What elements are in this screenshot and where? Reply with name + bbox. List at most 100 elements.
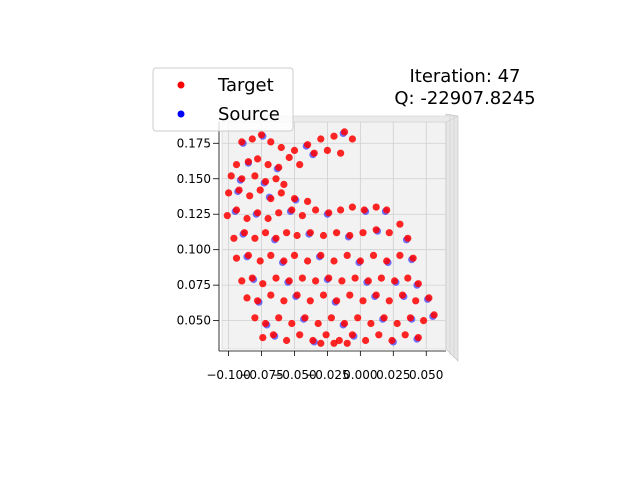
x-tick-label: −0.050 bbox=[272, 368, 316, 382]
point-target bbox=[306, 297, 314, 305]
point-target bbox=[372, 226, 380, 234]
point-target bbox=[420, 317, 428, 325]
y-tick-label: 0.050 bbox=[177, 314, 211, 328]
point-target bbox=[406, 314, 414, 322]
point-target bbox=[290, 251, 299, 259]
point-target bbox=[409, 254, 417, 262]
point-target bbox=[251, 234, 259, 242]
point-target bbox=[283, 229, 291, 237]
point-target bbox=[232, 254, 241, 262]
point-target bbox=[343, 251, 351, 259]
y-tick-label: 0.075 bbox=[177, 278, 211, 292]
point-target bbox=[425, 294, 433, 302]
point-target bbox=[285, 153, 293, 162]
chart-title: Iteration: 47 Q: -22907.8245 bbox=[394, 66, 535, 109]
point-target bbox=[227, 172, 235, 180]
point-target bbox=[383, 257, 391, 265]
point-target bbox=[354, 314, 362, 322]
point-target bbox=[254, 297, 262, 305]
point-target bbox=[356, 257, 364, 265]
point-target bbox=[404, 274, 412, 282]
point-target bbox=[377, 274, 385, 282]
point-target bbox=[337, 149, 345, 157]
x-tick-label: −0.075 bbox=[239, 368, 283, 382]
point-target bbox=[317, 135, 325, 143]
point-target bbox=[232, 206, 241, 214]
point-target bbox=[269, 331, 277, 339]
point-target bbox=[375, 331, 383, 339]
point-target bbox=[348, 135, 356, 143]
point-target bbox=[261, 178, 270, 186]
point-target bbox=[348, 331, 356, 339]
point-target bbox=[288, 319, 296, 328]
point-target bbox=[275, 163, 283, 171]
point-target bbox=[319, 231, 328, 240]
point-target bbox=[298, 212, 306, 220]
axis-spines bbox=[218, 122, 446, 352]
point-target bbox=[225, 189, 233, 197]
point-target bbox=[285, 277, 293, 285]
point-target bbox=[317, 339, 325, 347]
point-target bbox=[259, 334, 267, 342]
point-target bbox=[372, 203, 380, 211]
point-target bbox=[275, 314, 283, 322]
point-target bbox=[304, 257, 312, 265]
point-target bbox=[359, 297, 367, 305]
point-target bbox=[277, 189, 285, 197]
point-target bbox=[248, 135, 256, 143]
title-line-iteration: Iteration: 47 bbox=[409, 66, 520, 87]
point-target bbox=[267, 138, 275, 146]
point-target bbox=[367, 319, 375, 328]
point-target bbox=[293, 291, 301, 299]
point-target bbox=[256, 186, 264, 194]
y-tick-label: 0.150 bbox=[177, 172, 211, 186]
point-target bbox=[401, 331, 409, 339]
point-target bbox=[393, 319, 401, 328]
point-target bbox=[360, 206, 368, 214]
point-target bbox=[396, 251, 404, 259]
x-tick-label: 0.025 bbox=[376, 368, 410, 382]
legend: Target Source bbox=[152, 67, 294, 132]
point-target bbox=[290, 146, 299, 154]
point-target bbox=[261, 319, 270, 328]
point-target bbox=[314, 319, 322, 328]
point-target bbox=[414, 280, 422, 288]
point-target bbox=[296, 331, 304, 339]
point-target bbox=[325, 274, 333, 282]
point-target bbox=[272, 234, 280, 242]
point-target bbox=[264, 161, 272, 169]
point-target bbox=[338, 277, 346, 285]
point-target bbox=[280, 297, 288, 305]
point-target bbox=[296, 161, 304, 169]
point-target bbox=[337, 206, 345, 214]
legend-label-target: Target bbox=[217, 75, 274, 96]
x-tick-label: 0.050 bbox=[409, 368, 443, 382]
point-target bbox=[235, 186, 243, 194]
y-axis-ticks: 0.175 0.150 0.125 0.100 0.075 0.050 bbox=[177, 136, 219, 328]
point-target bbox=[301, 314, 309, 322]
point-target bbox=[388, 336, 396, 345]
point-target bbox=[333, 297, 341, 305]
point-target bbox=[312, 206, 320, 214]
point-target bbox=[243, 214, 251, 223]
point-target bbox=[257, 131, 266, 139]
point-target bbox=[304, 141, 312, 149]
point-target bbox=[272, 175, 280, 183]
y-tick-label: 0.100 bbox=[177, 243, 211, 257]
point-target bbox=[317, 251, 325, 259]
title-line-q-value: Q: -22907.8245 bbox=[394, 88, 535, 109]
point-target bbox=[306, 229, 314, 237]
point-target bbox=[267, 251, 275, 259]
point-target bbox=[343, 339, 351, 347]
point-target bbox=[264, 214, 272, 223]
point-target bbox=[348, 203, 356, 211]
point-target bbox=[259, 280, 267, 288]
point-target bbox=[267, 291, 275, 299]
x-tick-label: −0.025 bbox=[305, 368, 349, 382]
point-target bbox=[398, 291, 407, 299]
point-target bbox=[251, 172, 259, 180]
point-target bbox=[277, 143, 285, 152]
point-target bbox=[232, 161, 241, 169]
